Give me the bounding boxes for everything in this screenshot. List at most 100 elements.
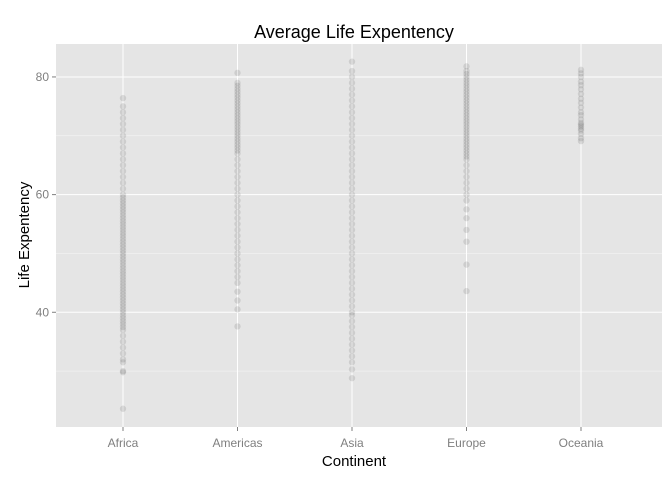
data-point <box>463 100 470 107</box>
data-point <box>463 191 470 198</box>
data-point <box>234 123 241 131</box>
data-point <box>463 214 470 222</box>
data-point <box>348 185 356 192</box>
data-point <box>234 109 241 116</box>
data-point <box>234 129 241 137</box>
data-point <box>119 369 127 376</box>
data-point <box>577 70 585 77</box>
data-point <box>119 338 127 345</box>
data-point <box>119 273 127 281</box>
data-point <box>119 285 127 292</box>
data-point <box>348 309 356 316</box>
data-point <box>348 226 356 234</box>
data-point <box>577 130 585 138</box>
data-point <box>119 247 127 254</box>
data-point <box>119 326 127 334</box>
data-point <box>234 323 241 330</box>
data-point <box>234 111 241 119</box>
data-point <box>577 99 585 107</box>
data-point <box>463 82 470 89</box>
data-point <box>463 138 470 145</box>
x-tick-label: Africa <box>108 436 139 450</box>
data-point <box>348 197 356 204</box>
data-point <box>119 300 127 307</box>
data-point <box>119 356 127 363</box>
data-point <box>119 114 127 122</box>
data-point <box>234 85 241 92</box>
data-point <box>463 167 470 175</box>
data-point <box>234 94 241 101</box>
y-axis-title: Life Expentency <box>16 181 33 288</box>
data-point <box>348 341 356 348</box>
data-point <box>348 323 356 331</box>
data-point <box>234 273 241 281</box>
data-point <box>234 138 241 145</box>
data-point <box>348 79 356 87</box>
data-point <box>463 76 470 84</box>
data-point <box>577 123 585 130</box>
data-point <box>234 132 241 139</box>
data-point <box>463 173 470 181</box>
data-point <box>577 127 585 134</box>
data-point <box>234 141 241 148</box>
data-point <box>119 262 127 269</box>
data-point <box>234 91 241 98</box>
data-point <box>119 253 127 260</box>
data-point <box>234 214 241 222</box>
data-point <box>119 303 127 310</box>
data-point <box>463 117 470 125</box>
data-point <box>119 206 127 213</box>
data-point <box>119 132 127 139</box>
data-point <box>234 191 241 198</box>
data-point <box>348 91 356 98</box>
data-point <box>234 279 241 287</box>
data-point <box>463 156 470 163</box>
data-point <box>348 267 356 275</box>
data-point <box>348 329 356 337</box>
data-point <box>119 309 127 316</box>
chart-title: Average Life Expentency <box>254 22 454 42</box>
data-point <box>234 203 241 210</box>
data-point <box>119 120 127 128</box>
data-point <box>234 306 241 313</box>
data-point <box>348 167 356 175</box>
data-point <box>348 317 356 325</box>
data-point <box>577 121 585 128</box>
data-point <box>348 359 356 366</box>
data-point <box>234 79 241 87</box>
data-point <box>348 214 356 222</box>
data-point <box>119 256 127 263</box>
data-point <box>577 116 585 123</box>
data-point <box>348 97 356 104</box>
data-point <box>119 288 127 295</box>
data-point <box>463 88 470 95</box>
data-point <box>234 150 241 157</box>
data-point <box>234 88 241 95</box>
data-point <box>234 69 241 77</box>
data-point <box>119 267 127 275</box>
data-point <box>348 291 356 298</box>
data-point <box>463 63 470 70</box>
data-point <box>348 179 356 187</box>
data-point <box>348 262 356 269</box>
data-point <box>119 150 127 157</box>
data-point <box>463 91 470 98</box>
data-point <box>234 297 241 304</box>
data-point <box>463 197 470 204</box>
data-point <box>119 332 127 340</box>
data-point <box>119 244 127 251</box>
data-point <box>348 303 356 310</box>
data-point <box>348 85 356 92</box>
data-point <box>119 276 127 284</box>
data-point <box>119 138 127 145</box>
data-point <box>119 320 127 328</box>
data-point <box>119 223 127 231</box>
data-points <box>119 58 585 412</box>
data-point <box>463 67 470 75</box>
data-point <box>463 70 470 78</box>
data-point <box>119 359 127 366</box>
data-point <box>577 137 585 145</box>
data-point <box>119 235 127 242</box>
